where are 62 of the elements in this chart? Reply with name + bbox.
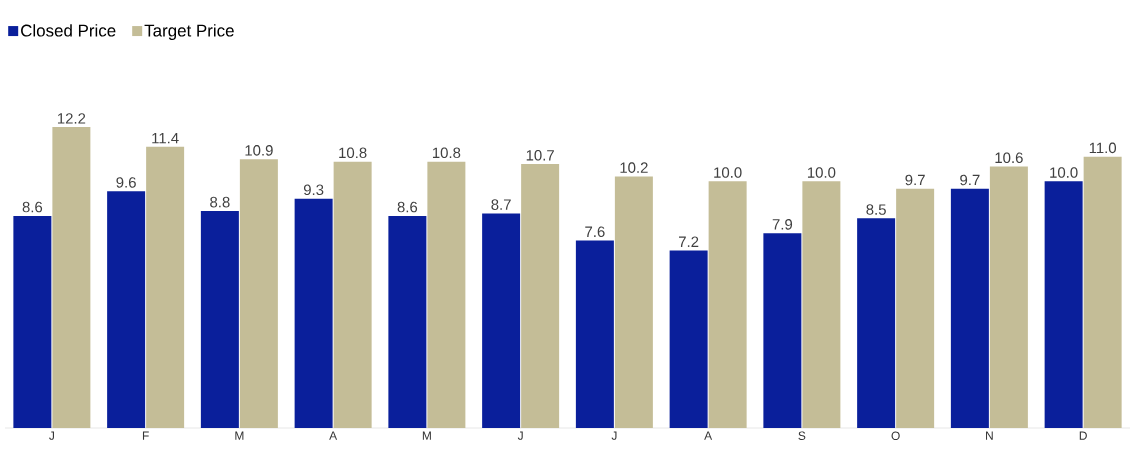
data-label: 9.7 [960,174,980,186]
x-tick-label: D [1079,431,1087,440]
data-label: 10.2 [620,162,648,173]
bar [896,188,935,428]
bar [388,215,427,428]
bar [200,210,239,428]
x-tick-label: N [986,431,993,440]
x-tick-label: A [329,431,338,440]
bar [575,240,614,428]
bar [1083,156,1122,428]
data-label: 7.9 [772,219,793,230]
data-label: 11.4 [152,133,179,144]
data-label: 10.7 [526,150,554,161]
data-label: 11.0 [1089,142,1117,154]
bar [857,218,896,428]
data-label: 10.8 [339,147,367,159]
x-tick-label: F [142,431,149,440]
bar [989,166,1028,428]
x-tick-label: M [235,431,244,440]
x-tick-label: J [49,431,54,440]
bar [521,164,560,428]
data-label: 10.8 [432,147,461,159]
bar [13,215,52,428]
bar [107,191,146,428]
bar [482,213,521,428]
bar [669,250,708,428]
legend-label: Closed Price [21,24,116,37]
data-label: 9.7 [905,174,925,186]
data-label: 8.6 [22,201,43,213]
legend-label: Target Price [144,24,234,40]
bar [239,159,278,428]
data-label: 9.3 [303,184,324,196]
x-tick-label: S [798,431,806,440]
data-label: 8.8 [210,196,230,208]
data-label: 10.0 [807,167,836,178]
bar [52,127,91,428]
bar [1044,181,1083,428]
bar [294,198,333,428]
data-label: 7.2 [679,236,699,247]
x-tick-label: J [517,431,523,440]
bar [763,233,802,428]
data-label: 9.6 [116,177,136,188]
bar [802,181,841,428]
x-tick-label: M [422,431,431,440]
bar [146,146,185,428]
data-label: 10.9 [245,145,273,156]
data-label: 7.6 [585,226,605,238]
bar [950,188,989,428]
bar [333,161,372,428]
bar [708,181,747,428]
data-label: 10.0 [1050,167,1078,178]
bar [614,176,653,428]
data-label: 8.5 [866,204,886,215]
x-tick-label: J [611,431,617,440]
data-label: 10.6 [995,152,1023,164]
data-label: 8.7 [491,199,511,210]
data-label: 10.0 [714,167,742,178]
data-label: 12.2 [57,113,86,124]
x-tick-label: A [704,431,713,440]
x-tick-label: O [891,431,900,440]
bar [427,161,466,428]
data-label: 8.6 [397,201,418,213]
